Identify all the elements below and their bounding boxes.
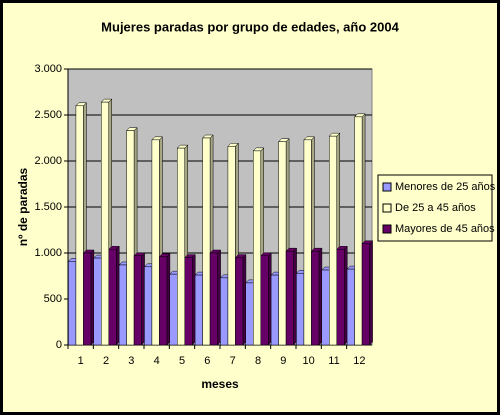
- bar-face: [344, 245, 348, 346]
- bar-face: [217, 249, 221, 346]
- bar-face: [268, 252, 272, 346]
- bar-face: [141, 252, 145, 346]
- bar: [336, 245, 348, 346]
- x-tick-label: 3: [128, 355, 134, 367]
- bar-face: [68, 261, 77, 346]
- chart-title: Mujeres paradas por grupo de edades, año…: [101, 19, 399, 34]
- x-tick-label: 11: [328, 355, 339, 367]
- y-tick-label: 2.000: [34, 155, 62, 167]
- bar: [133, 252, 146, 346]
- x-axis-title: meses: [201, 377, 239, 391]
- y-tick-label: 1.500: [34, 201, 62, 213]
- bar-face: [192, 253, 196, 346]
- bar-face: [318, 247, 323, 346]
- bar: [260, 252, 272, 346]
- bar-face: [253, 150, 261, 346]
- bar-face: [260, 255, 269, 346]
- bar-face: [169, 273, 178, 346]
- bar-face: [285, 250, 294, 346]
- legend-label: De 25 a 45 años: [395, 202, 476, 214]
- y-tick-label: 1.000: [34, 247, 62, 259]
- y-axis-title: nº de paradas: [16, 167, 30, 246]
- bar-face: [194, 274, 203, 346]
- bar-face: [235, 257, 244, 346]
- bar-face: [75, 105, 84, 346]
- y-tick-label: 0: [56, 339, 62, 351]
- bar-face: [227, 146, 236, 346]
- bar-face: [321, 269, 330, 346]
- bar-face: [278, 141, 287, 346]
- x-tick-label: 1: [78, 355, 84, 367]
- x-tick-label: 7: [230, 355, 236, 367]
- bar-face: [166, 253, 171, 346]
- bar: [184, 253, 196, 346]
- bar-face: [311, 250, 320, 346]
- bar-face: [293, 247, 297, 346]
- x-tick-label: 9: [280, 355, 286, 367]
- bar: [158, 253, 171, 346]
- legend-swatch: [382, 203, 392, 213]
- legend-box: [377, 174, 493, 242]
- bar-face: [184, 257, 193, 346]
- x-tick-label: 6: [204, 355, 210, 367]
- bar: [82, 249, 95, 346]
- bar: [234, 253, 247, 346]
- bar-face: [159, 256, 168, 346]
- bar-face: [151, 139, 160, 346]
- bar-face: [245, 282, 254, 346]
- bar: [209, 249, 222, 346]
- legend-label: Menores de 25 años: [395, 181, 496, 193]
- bar-face: [220, 277, 229, 346]
- bar-face: [116, 245, 120, 346]
- legend-swatch: [382, 182, 392, 192]
- bar-face: [336, 249, 345, 346]
- legend-label: Mayores de 45 años: [395, 223, 495, 235]
- bar-face: [133, 255, 142, 346]
- bar-face: [177, 147, 185, 346]
- bar-face: [242, 253, 247, 346]
- bar-face: [361, 243, 370, 346]
- bar-face: [270, 274, 279, 346]
- bar: [108, 245, 120, 346]
- bar: [328, 132, 341, 346]
- y-tick-label: 3.000: [34, 63, 62, 75]
- bar-face: [303, 139, 312, 346]
- x-tick-label: 4: [154, 355, 160, 367]
- bar-face: [354, 116, 363, 346]
- x-tick-label: 2: [103, 355, 109, 367]
- bar-face: [369, 240, 373, 346]
- bar-face: [118, 264, 127, 346]
- bar-face: [296, 272, 305, 346]
- legend-swatch: [382, 224, 392, 234]
- bar-face: [329, 135, 337, 346]
- y-tick-label: 500: [44, 293, 62, 305]
- bar-face: [90, 249, 95, 346]
- bar-face: [144, 266, 153, 346]
- bar-face: [346, 268, 355, 346]
- x-tick-label: 5: [179, 355, 185, 367]
- x-tick-label: 8: [255, 355, 261, 367]
- x-tick-label: 10: [303, 355, 315, 367]
- bar-face: [83, 252, 92, 346]
- bar-face: [126, 130, 135, 346]
- bar-face: [101, 101, 109, 346]
- bar-face: [202, 137, 211, 346]
- bar: [285, 247, 298, 346]
- bar-face: [93, 257, 102, 346]
- x-tick-label: 12: [353, 355, 365, 367]
- y-tick-label: 2.500: [34, 109, 62, 121]
- bar-face: [209, 252, 218, 346]
- bar-face: [108, 249, 117, 346]
- bar: [361, 240, 374, 346]
- bar: [310, 247, 323, 346]
